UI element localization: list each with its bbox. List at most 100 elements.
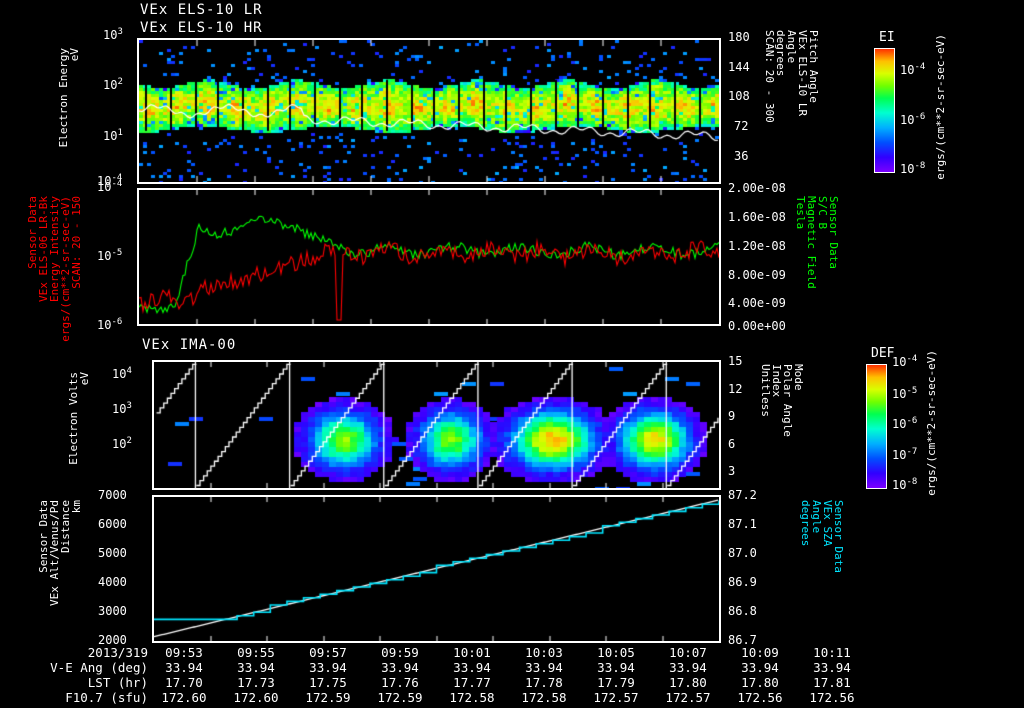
panel4-plot-area[interactable] [152, 495, 721, 643]
ve-ang-4: 33.94 [453, 660, 491, 675]
time-6: 10:05 [597, 645, 635, 660]
colorbar-ei-tick-0: 10-4 [900, 62, 926, 77]
colorbar-def-gradient [866, 364, 887, 489]
panel3-ytick-1e3: 103 [112, 401, 132, 416]
panel4-ytick-3000: 3000 [98, 604, 127, 618]
colorbar-def-tick-3: 10-7 [892, 447, 918, 462]
lst-4: 17.77 [453, 675, 491, 690]
table-row-lst: LST (hr) 17.70 17.73 17.75 17.76 17.77 1… [0, 675, 868, 690]
row-label-ve-ang: V-E Ang (deg) [50, 660, 148, 675]
panel4-rtick-2: 87.0 [728, 546, 757, 560]
panel4-ytick-6000: 6000 [98, 517, 127, 531]
panel3-rtick-12: 12 [728, 382, 743, 396]
panel4-ytick-7000: 7000 [98, 488, 127, 502]
panel2-rtick-3: 8.00e-09 [728, 268, 786, 282]
panel4-left-axis-label: Sensor Data VEx Alt/Venus/Pd Distance km [37, 500, 83, 640]
bottom-parameter-table: 2013/319 09:53 09:55 09:57 09:59 10:01 1… [0, 645, 1024, 705]
panel1-ytick-1000: 103 [103, 27, 123, 42]
panel3-right-label-1: Polar Angle [781, 364, 794, 437]
panel2-rtick-4: 4.00e-09 [728, 296, 786, 310]
panel4-right-label-0: Sensor Data [832, 500, 845, 573]
panel2-left-axis-label: Sensor Data VEx ELS-06 LR-Bk Energy Inte… [26, 196, 83, 342]
ve-ang-6: 33.94 [597, 660, 635, 675]
panel4-left-label-3: km [70, 500, 83, 514]
f107-0: 172.60 [161, 690, 207, 705]
time-5: 10:03 [525, 645, 563, 660]
panel4-right-label-1: VEx SZA [821, 500, 834, 547]
ve-ang-8: 33.94 [741, 660, 779, 675]
ve-ang-1: 33.94 [237, 660, 275, 675]
f107-1: 172.60 [233, 690, 279, 705]
ve-ang-0: 33.94 [165, 660, 203, 675]
panel4-rtick-3: 86.9 [728, 575, 757, 589]
panel2-right-label-2: Magnetic Field [805, 196, 818, 289]
panel2-rtick-1: 1.60e-08 [728, 210, 786, 224]
panel3-left-label-0: Electron Volts [67, 372, 80, 465]
panel3-rtick-9: 9 [728, 409, 736, 423]
f107-4: 172.58 [449, 690, 495, 705]
panel3-rtick-15: 15 [728, 354, 743, 368]
panel2-plot-area[interactable] [137, 188, 721, 326]
panel4-rtick-1: 87.1 [728, 517, 757, 531]
panel2-left-label-4: SCAN: 20 - 150 [70, 196, 83, 289]
panel3-right-label-0: Mode [792, 364, 805, 391]
panel1-ytick-1e-4: 10-4 [97, 173, 123, 188]
time-7: 10:07 [669, 645, 707, 660]
panel2-rtick-0: 2.00e-08 [728, 181, 786, 195]
panel1-right-axis-label: SCAN: 20 - 300 degrees Angle VEx ELS-10 … [763, 30, 820, 180]
colorbar-ei-tick-1: 10-6 [900, 112, 926, 127]
colorbar-def-tick-2: 10-6 [892, 416, 918, 431]
time-1: 09:55 [237, 645, 275, 660]
colorbar-ei-unit: ergs/(cm**2-sr-sec-eV) [934, 34, 947, 180]
panel4-ytick-4000: 4000 [98, 575, 127, 589]
panel3-right-label-2: Index [770, 364, 783, 398]
panel1-rtick-180: 180 [728, 30, 750, 44]
lst-3: 17.76 [381, 675, 419, 690]
colorbar-ei-tick-2: 10-8 [900, 161, 926, 176]
panel4-ytick-2000: 2000 [98, 633, 127, 647]
row-label-lst: LST (hr) [87, 675, 148, 690]
panel1-title-hr: VEx ELS-10 HR [140, 20, 263, 36]
panel3-rtick-6: 6 [728, 437, 736, 451]
panel3-right-axis-label: Unitless Index Polar Angle Mode [759, 364, 805, 482]
panel2-rtick-2: 1.20e-08 [728, 239, 786, 253]
panel3-plot-area[interactable] [152, 360, 721, 490]
panel3-left-label-1: eV [78, 372, 91, 386]
table-row-f107: F10.7 (sfu) 172.60 172.60 172.59 172.59 … [0, 690, 868, 705]
panel4-rtick-5: 86.7 [728, 633, 757, 647]
panel3-ytick-1e2: 102 [112, 436, 132, 451]
panel3-left-axis-label: Electron Volts eV [67, 372, 91, 484]
row-label-f107: F10.7 (sfu) [65, 690, 148, 705]
f107-8: 172.56 [737, 690, 783, 705]
f107-7: 172.57 [665, 690, 711, 705]
panel1-right-label-1: VEx ELS-10 LR [796, 30, 809, 117]
panel3-title: VEx IMA-00 [142, 337, 237, 353]
panel1-right-label-2: Angle [785, 30, 798, 64]
lst-5: 17.78 [525, 675, 563, 690]
panel3-rtick-3: 3 [728, 464, 736, 478]
table-row-ve-ang: V-E Ang (deg) 33.94 33.94 33.94 33.94 33… [0, 660, 868, 675]
colorbar-def-tick-4: 10-8 [892, 477, 918, 492]
lst-6: 17.79 [597, 675, 635, 690]
ve-ang-3: 33.94 [381, 660, 419, 675]
lst-1: 17.73 [237, 675, 275, 690]
panel1-ytick-100: 102 [103, 77, 123, 92]
panel4-rtick-4: 86.8 [728, 604, 757, 618]
panel1-left-axis-label: Electron Energy eV [57, 48, 81, 176]
panel3-right-label-3: Unitless [759, 364, 772, 417]
panel1-right-label-4: SCAN: 20 - 300 [763, 30, 776, 123]
panel4-ytick-5000: 5000 [98, 546, 127, 560]
time-9: 10:11 [813, 645, 851, 660]
panel1-rtick-36: 36 [734, 149, 749, 163]
time-8: 10:09 [741, 645, 779, 660]
colorbar-def-tick-0: 10-4 [892, 354, 918, 369]
time-0: 09:53 [165, 645, 203, 660]
time-4: 10:01 [453, 645, 491, 660]
panel1-plot-area[interactable] [137, 38, 721, 184]
ve-ang-5: 33.94 [525, 660, 563, 675]
lst-9: 17.81 [813, 675, 851, 690]
panel4-rtick-0: 87.2 [728, 488, 757, 502]
panel3-ytick-1e4: 104 [112, 366, 132, 381]
colorbar-ei-gradient [874, 48, 895, 173]
